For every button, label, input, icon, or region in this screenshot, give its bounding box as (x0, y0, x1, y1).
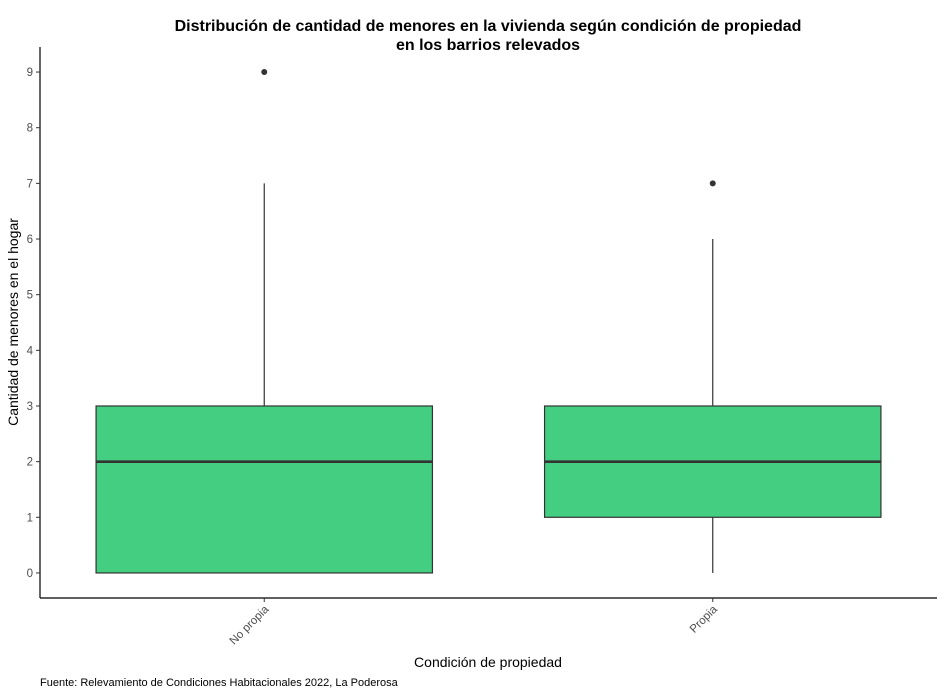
outlier-point-propia (709, 180, 716, 187)
chart-title: Distribución de cantidad de menores en l… (175, 18, 802, 35)
x-tick-label: Propia (688, 603, 720, 635)
y-axis-ticks: 0 1 2 3 4 5 6 7 8 9 (27, 67, 40, 580)
y-tick-label: 2 (27, 457, 33, 469)
outlier-point-no-propia (261, 69, 268, 76)
y-tick-label: 6 (27, 234, 33, 246)
y-tick-label: 5 (27, 290, 33, 302)
y-tick-label: 9 (27, 67, 33, 79)
y-tick-label: 3 (27, 401, 33, 413)
chart-caption: Fuente: Relevamiento de Condiciones Habi… (40, 677, 399, 689)
y-tick-label: 1 (27, 512, 33, 524)
y-tick-label: 8 (27, 123, 33, 135)
y-tick-label: 7 (27, 178, 33, 190)
chart-subtitle: en los barrios relevados (396, 37, 580, 54)
box-no-propia (95, 405, 434, 574)
x-axis-title: Condición de propiedad (414, 654, 562, 670)
x-tick-label: No propia (228, 603, 272, 647)
y-axis-title: Cantidad de menores en el hogar (5, 218, 21, 426)
y-tick-label: 0 (27, 568, 33, 580)
x-axis-ticks: No propia Propia (228, 598, 720, 647)
y-tick-label: 4 (27, 345, 34, 357)
plot-marks (95, 69, 882, 574)
